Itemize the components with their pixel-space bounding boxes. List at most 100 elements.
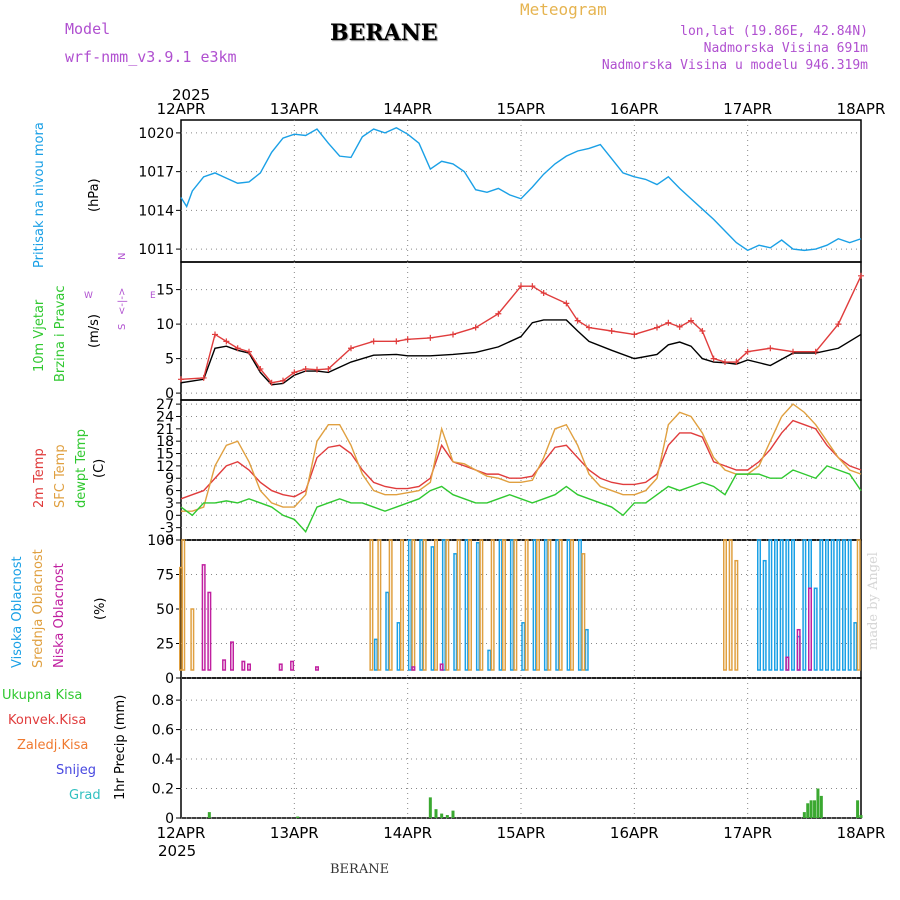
y-tick-label: 27 [156,397,174,413]
temp-sfc-label: SFC Temp [53,444,68,508]
y-tick-label: 0 [165,811,174,827]
bar-srednja-oblacnost [479,539,484,671]
gust-marker [676,323,683,330]
bar-srednja-oblacnost [388,539,393,671]
bar-visoka-oblacnost [566,539,571,671]
gust-marker [212,331,218,338]
precip-conv-label: Konvek.Kisa [8,713,86,728]
bar-niska-oblacnost [201,564,206,671]
bar-ukupna-kisa [856,800,860,818]
bar-ukupna-kisa [428,797,432,818]
bar-visoka-oblacnost [785,539,790,671]
bar-ukupna-kisa [816,788,820,818]
y-tick-label: 0.6 [152,723,174,739]
gust-marker [858,272,864,279]
bar-niska-oblacnost [230,641,234,671]
time-label-bottom: 13APR [270,824,319,842]
bar-niska-oblacnost [796,628,801,671]
gust-marker [495,310,502,317]
time-label-bottom: 14APR [383,824,432,842]
gust-marker [348,345,354,352]
bar-visoka-oblacnost [774,539,778,671]
y-tick-label: 1020 [138,126,174,142]
y-tick-label: -3 [160,521,174,537]
gust-marker [608,328,615,334]
cloud-high-label: Visoka Oblacnost [10,556,25,668]
gust-marker [699,328,706,334]
time-label-bottom: 17APR [723,824,772,842]
bar-srednja-oblacnost [422,539,427,671]
bar-visoka-oblacnost [842,539,846,671]
bar-srednja-oblacnost [547,539,552,671]
y-tick-label: 6 [165,484,174,500]
bar-srednja-oblacnost [445,539,450,671]
y-tick-label: 1014 [138,203,174,219]
time-label-top: 16APR [610,100,659,118]
bar-ukupna-kisa [296,816,300,818]
time-label-bottom: 15APR [497,824,546,842]
y-tick-label: 0.2 [152,782,174,798]
panel-4: 0 0.2 0.4 0.6 0.8 [152,678,863,827]
gust-marker [234,345,241,352]
bar-visoka-oblacnost [779,539,784,671]
bar-visoka-oblacnost [419,539,424,671]
bar-ukupna-kisa [445,815,449,818]
panel-3: 0 25 50 75 100 [147,533,861,687]
bar-niska-oblacnost [411,666,416,671]
model-name: wrf-nmm_v3.9.1 e3km [65,48,237,66]
bar-visoka-oblacnost [532,539,537,671]
bar-ukupna-kisa [813,800,817,818]
y-tick-label: 100 [147,533,174,549]
bar-visoka-oblacnost [475,542,480,671]
temp-dewpt-label: dewpt Temp [74,429,89,508]
series-line-pritisak-na-nivou-mora [180,126,862,252]
y-tick-label: 0.8 [152,693,174,709]
y-tick-label: 12 [156,459,174,475]
bar-visoka-oblacnost [407,539,412,671]
bar-srednja-oblacnost [377,539,382,671]
bar-visoka-oblacnost [819,539,824,671]
y-tick-label: 18 [156,434,174,450]
bar-visoka-oblacnost [584,628,589,671]
y-tick-label: 0 [165,508,174,524]
time-label-top: 14APR [383,100,432,118]
y-tick-label: 10 [156,317,174,333]
gust-marker [404,336,411,343]
bar-niska-oblacnost [241,660,246,671]
wind-unit: (m/s) [87,314,102,348]
gust-marker [540,290,547,297]
bar-visoka-oblacnost [385,591,390,671]
coords-label: lon,lat (19.86E, 42.84N) [680,24,868,39]
bar-srednja-oblacnost [536,539,540,671]
gust-marker [722,359,728,366]
y-tick-label: 0.4 [152,752,174,768]
bar-srednja-oblacnost [502,539,506,671]
gust-marker [710,355,717,362]
compass-n: N [117,253,128,260]
cloud-unit: (%) [93,598,108,621]
bar-niska-oblacnost [290,660,295,671]
y-tick-label: 5 [165,352,174,368]
gust-marker [574,317,581,324]
y-tick-label: 75 [156,568,174,584]
gust-marker [472,324,479,331]
bar-niska-oblacnost [439,663,444,671]
bar-srednja-oblacnost [728,539,733,671]
bar-visoka-oblacnost [791,539,795,671]
precip-unit: 1hr Precip (mm) [113,695,128,800]
y-tick-label: 15 [156,283,174,299]
bar-srednja-oblacnost [181,539,186,671]
gust-marker [427,334,434,341]
time-labels-top: 12APR 13APR 14APR 15APR 16APR 17APR 18APR [157,100,886,118]
gust-marker [280,377,286,384]
gust-marker [790,348,796,355]
gust-marker [268,379,275,386]
precip-frz-label: Zaledj.Kisa [17,738,88,753]
gust-marker [665,319,672,326]
bar-srednja-oblacnost [734,559,739,671]
wind-title-2: Brzina i Pravac [53,285,68,382]
gust-marker [733,359,740,366]
compass-arrows: <-|-> [117,288,128,315]
gust-marker [246,348,252,355]
